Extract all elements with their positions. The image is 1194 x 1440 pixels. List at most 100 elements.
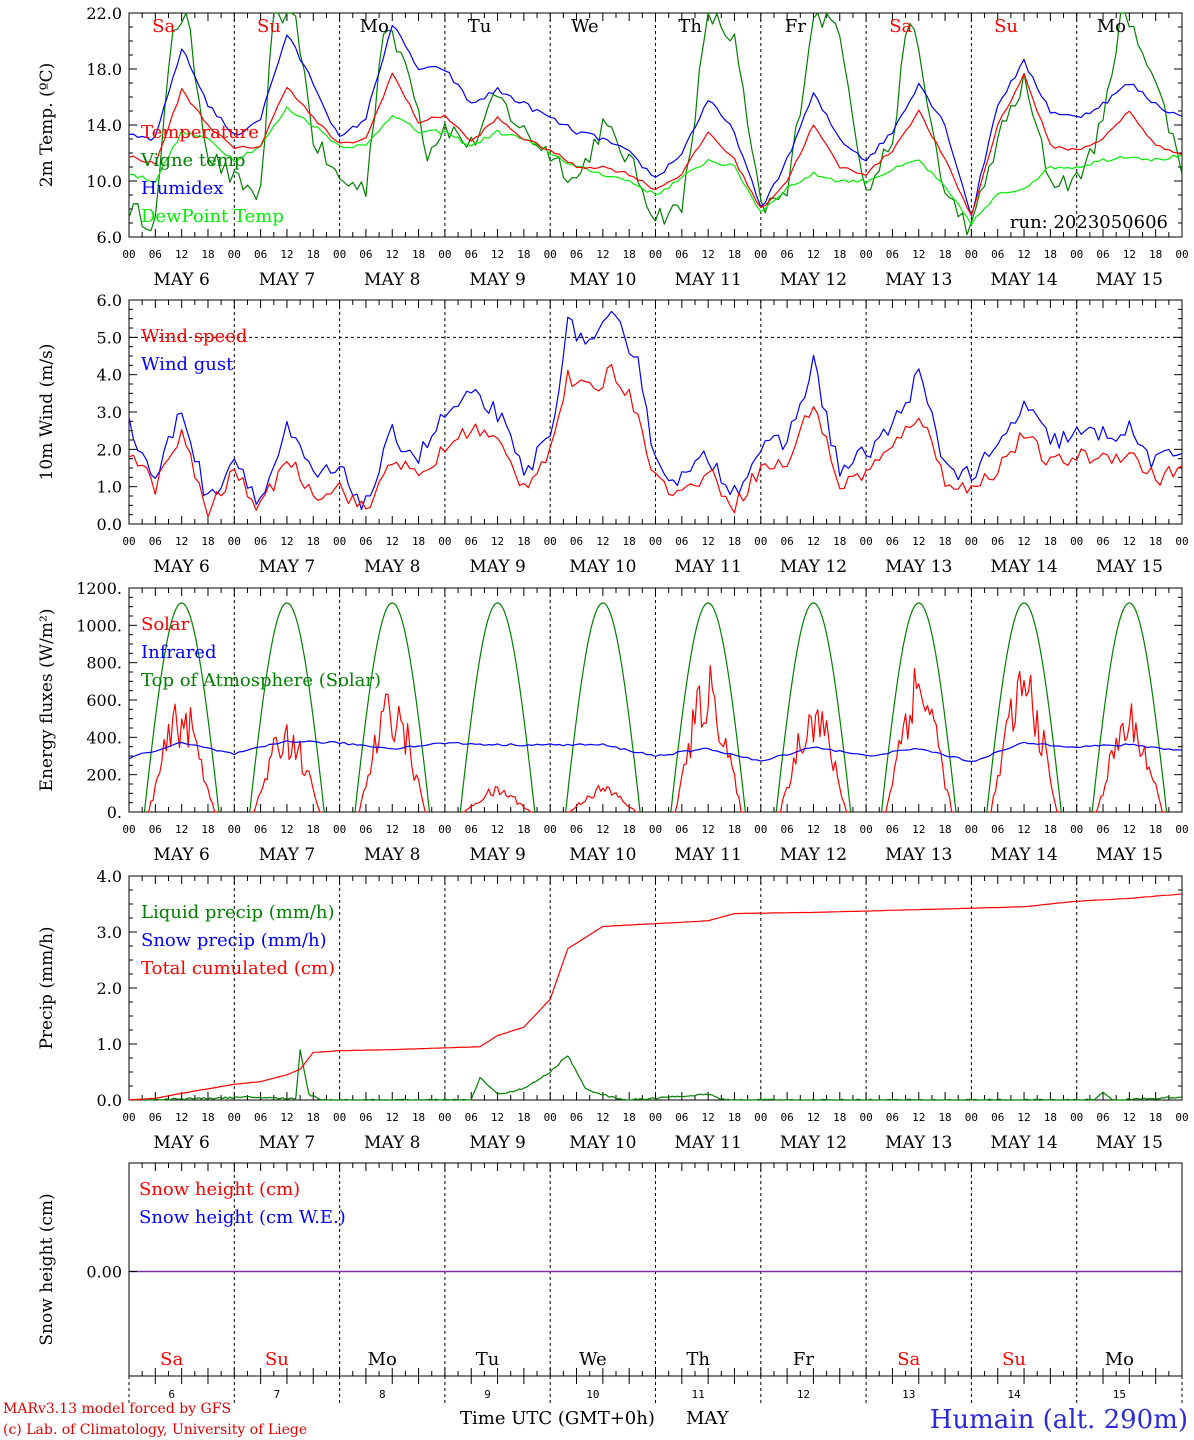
x-tick-label: 06 [570,535,583,548]
x-tick-label: 00 [122,535,135,548]
series-line-humidex [128,25,1183,217]
x-tick-label: 18 [517,1111,530,1124]
y-axis-label: 10m Wind (m/s) [37,344,57,481]
y-tick-label: 200. [86,766,122,785]
y-tick-label: 2.0 [97,979,122,998]
x-tick-label: 18 [833,1111,846,1124]
y-tick-label: 1200. [76,579,122,598]
x-tick-label: 06 [570,823,583,836]
x-tick-label: 12 [1017,823,1030,836]
x-tick-label: 18 [938,1111,951,1124]
date-label: MAY 10 [569,270,636,290]
date-label: MAY 10 [569,845,636,865]
date-label: MAY 13 [885,1133,952,1153]
legend-entry: Top of Atmosphere (Solar) [141,670,381,691]
x-tick-label: 18 [728,1111,741,1124]
x-tick-label: 18 [201,248,214,261]
x-tick-label: 06 [1096,535,1109,548]
x-tick-label: 18 [201,1111,214,1124]
weekday-label: Su [994,16,1018,37]
x-tick-label: 18 [1044,248,1057,261]
x-tick-label: 18 [307,823,320,836]
x-tick-label: 06 [781,535,794,548]
legend-entry: Total cumulated (cm) [141,958,335,979]
date-label: MAY 7 [259,270,315,290]
x-tick-label: 18 [938,535,951,548]
y-tick-label: 3.0 [97,403,122,422]
day-number-label: 13 [902,1388,915,1401]
weekday-label: Th [678,16,702,37]
x-tick-label: 06 [359,248,372,261]
date-label: MAY 13 [885,557,952,577]
y-tick-label: 4.0 [97,366,122,385]
x-tick-label: 00 [228,1111,241,1124]
x-tick-label: 06 [465,535,478,548]
date-label: MAY 6 [153,1133,209,1153]
weekday-label: Sa [897,1349,920,1370]
x-tick-label: 06 [254,1111,267,1124]
date-label: MAY 12 [780,270,847,290]
x-tick-label: 00 [1070,535,1083,548]
x-tick-label: 18 [623,248,636,261]
y-axis-label: 2m Temp. (ºC) [37,63,57,188]
weekday-label: Tu [476,1349,500,1370]
x-tick-label: 18 [412,535,425,548]
y-tick-label: 6.0 [97,291,122,310]
x-tick-label: 00 [649,248,662,261]
y-tick-label: 1000. [76,616,122,635]
date-label: MAY 11 [675,270,742,290]
x-tick-label: 00 [754,823,767,836]
x-axis-title: Time UTC (GMT+0h) [460,1408,655,1429]
date-label: MAY 10 [569,1133,636,1153]
x-tick-label: 06 [254,823,267,836]
x-tick-label: 18 [412,823,425,836]
x-tick-label: 00 [438,1111,451,1124]
x-tick-label: 18 [1044,535,1057,548]
x-tick-label: 12 [280,535,293,548]
date-label: MAY 7 [259,1133,315,1153]
day-number-label: 9 [484,1388,491,1401]
weekday-label: Su [265,1349,289,1370]
x-tick-label: 18 [938,248,951,261]
y-tick-label: 600. [86,691,122,710]
series-line-toa [249,602,325,813]
series-line-solar [778,709,849,813]
x-tick-label: 00 [228,248,241,261]
date-label: MAY 15 [1096,1133,1163,1153]
series-line-toa [354,602,431,813]
x-tick-label: 12 [280,248,293,261]
day-number-label: 15 [1113,1388,1126,1401]
panel-1-frame [128,12,1183,238]
x-tick-label: 00 [438,248,451,261]
x-tick-label: 18 [1044,1111,1057,1124]
x-tick-label: 18 [1149,823,1162,836]
y-tick-label: 0.00 [86,1263,122,1282]
x-tick-label: 06 [781,1111,794,1124]
credit-line-1: MARv3.13 model forced by GFS [3,1401,231,1417]
date-label: MAY 12 [780,845,847,865]
x-tick-label: 00 [649,823,662,836]
x-tick-label: 12 [1017,248,1030,261]
date-label: MAY 8 [364,845,420,865]
weekday-label: Mo [368,1349,397,1370]
x-tick-label: 00 [965,823,978,836]
date-label: MAY 12 [780,557,847,577]
x-tick-label: 18 [833,823,846,836]
x-tick-label: 00 [754,1111,767,1124]
x-tick-label: 12 [596,535,609,548]
legend-entry: Liquid precip (mm/h) [141,902,335,923]
x-tick-label: 06 [781,823,794,836]
x-tick-label: 12 [175,248,188,261]
x-tick-label: 06 [886,535,899,548]
series-line-vigne-temp [128,12,1183,236]
x-tick-label: 12 [912,823,925,836]
x-tick-label: 18 [1149,1111,1162,1124]
date-label: MAY 8 [364,270,420,290]
x-tick-label: 00 [754,248,767,261]
x-tick-label: 06 [991,535,1004,548]
series-line-liquid-precip-mm-h- [128,1049,1183,1101]
x-tick-label: 06 [149,823,162,836]
series-line-solar [146,703,217,813]
series-line-solar [1094,703,1165,813]
run-label: run: 2023050606 [1010,212,1168,233]
